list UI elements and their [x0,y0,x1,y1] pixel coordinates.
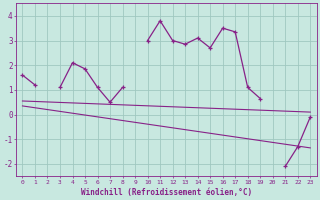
X-axis label: Windchill (Refroidissement éolien,°C): Windchill (Refroidissement éolien,°C) [81,188,252,197]
